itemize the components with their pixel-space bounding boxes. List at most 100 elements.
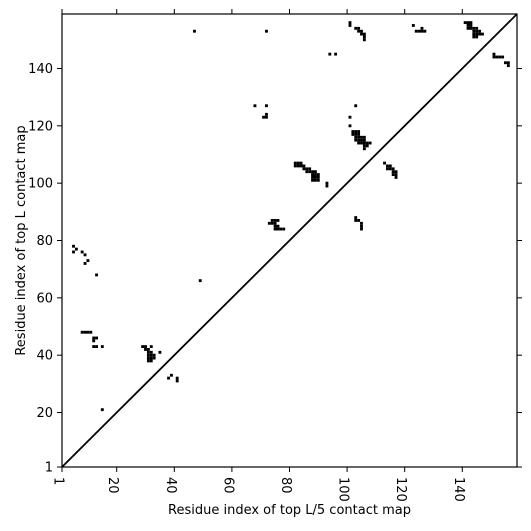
- contact-cell: [348, 124, 352, 128]
- contact-cell: [348, 21, 352, 25]
- contact-cell: [501, 55, 505, 59]
- contact-cell: [262, 115, 266, 119]
- contact-cell: [158, 350, 162, 354]
- x-tick-label: 20: [105, 477, 120, 494]
- contact-cell: [466, 26, 470, 30]
- contact-cell: [100, 408, 104, 412]
- contact-cell: [354, 130, 358, 133]
- contact-cell: [360, 141, 363, 145]
- contact-cell: [270, 219, 274, 222]
- contact-cell: [146, 356, 150, 360]
- contact-cell: [334, 52, 338, 56]
- contact-cell: [313, 178, 317, 182]
- contact-cell: [498, 55, 502, 59]
- contact-cell: [279, 227, 283, 231]
- contact-cell: [362, 138, 366, 142]
- contact-cell: [325, 181, 329, 185]
- contact-cell: [282, 227, 286, 231]
- contact-cell: [394, 173, 398, 176]
- contact-cell: [362, 135, 366, 139]
- contact-cell: [265, 115, 268, 119]
- contact-cell: [305, 170, 309, 174]
- x-tick-label: 100: [336, 477, 351, 502]
- contact-cell: [299, 161, 303, 165]
- contact-cell: [328, 52, 332, 56]
- contact-cell: [385, 164, 389, 168]
- contact-cell: [354, 138, 358, 142]
- contact-cell: [313, 175, 317, 179]
- contact-cell: [296, 164, 300, 168]
- contact-cell: [273, 224, 277, 228]
- contact-cell: [354, 26, 358, 30]
- contact-cell: [385, 167, 389, 171]
- contact-cell: [475, 32, 479, 36]
- contact-cell: [308, 167, 312, 171]
- contact-cell: [293, 161, 297, 165]
- contact-cell: [265, 104, 268, 108]
- contact-cell: [354, 216, 358, 219]
- contact-cell: [383, 161, 386, 165]
- contact-cell: [466, 24, 470, 27]
- contact-cell: [74, 247, 78, 251]
- contact-cell: [348, 24, 352, 27]
- contact-cell: [95, 336, 98, 340]
- contact-cell: [362, 38, 366, 42]
- contact-cell: [357, 219, 361, 222]
- contact-cell: [313, 173, 317, 176]
- contact-cell: [95, 345, 98, 349]
- contact-cell: [144, 348, 147, 351]
- x-tick-label: 140: [451, 477, 466, 502]
- diagonal-line: [61, 13, 518, 468]
- y-tick-label: 80: [36, 234, 53, 249]
- contact-cell: [146, 350, 150, 354]
- contact-cell: [504, 61, 507, 65]
- contact-cell: [368, 141, 372, 145]
- contact-cell: [149, 350, 153, 354]
- contact-cell: [293, 164, 297, 168]
- contact-cell: [469, 21, 473, 25]
- contact-cell: [472, 32, 476, 36]
- contact-cell: [360, 32, 363, 36]
- contact-cell: [362, 147, 366, 151]
- x-tick-label: 120: [393, 477, 408, 502]
- contact-cell: [360, 224, 363, 228]
- contact-cell: [311, 175, 314, 179]
- contact-cell: [83, 262, 87, 265]
- contact-cell: [273, 221, 277, 225]
- contact-cell: [316, 178, 320, 182]
- x-tick-label: 80: [278, 477, 293, 494]
- contact-cell: [420, 29, 424, 33]
- contact-cell: [360, 138, 363, 142]
- contact-cell: [354, 132, 358, 136]
- contact-cell: [149, 345, 153, 349]
- contact-cell: [316, 173, 320, 176]
- contact-cell: [83, 330, 87, 334]
- contact-cell: [478, 32, 481, 36]
- contact-cell: [80, 330, 84, 334]
- contact-cell: [72, 244, 75, 248]
- contact-cell: [472, 35, 476, 39]
- contact-cell: [146, 353, 150, 357]
- contact-cell: [313, 170, 317, 174]
- contact-cell: [469, 26, 473, 30]
- contact-cell: [357, 135, 361, 139]
- contact-cell: [144, 345, 147, 349]
- contact-cell: [253, 104, 257, 108]
- contact-cell: [276, 224, 280, 228]
- contact-cell: [152, 353, 156, 357]
- contact-cell: [273, 219, 277, 222]
- contact-cell: [394, 170, 398, 174]
- y-tick-label: 1: [45, 461, 53, 476]
- contact-cell: [360, 221, 363, 225]
- contact-cell: [411, 24, 415, 27]
- contact-cell: [175, 376, 179, 380]
- contact-cell: [276, 219, 280, 222]
- contact-cell: [95, 273, 98, 277]
- contact-cell: [354, 219, 358, 222]
- contact-cell: [270, 221, 274, 225]
- contact-cell: [273, 227, 277, 231]
- contact-cell: [475, 26, 479, 30]
- contact-cell: [80, 250, 84, 254]
- contact-cell: [308, 170, 312, 174]
